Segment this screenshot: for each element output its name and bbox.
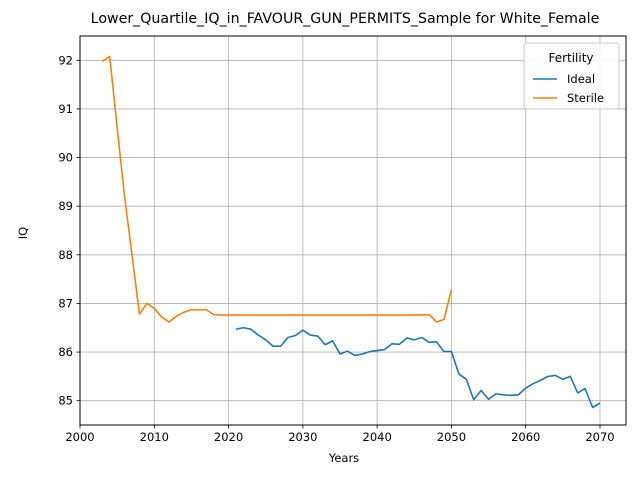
legend-label-ideal: Ideal (567, 72, 595, 86)
y-axis-label: IQ (16, 227, 30, 239)
y-tick-label: 90 (58, 151, 73, 165)
series-line-sterile (101, 55, 453, 323)
y-tick-label: 85 (58, 394, 73, 408)
x-axis: 2000 2010 2020 2030 2040 2050 2060 2070 (65, 425, 615, 444)
x-tick-label: 2010 (140, 430, 169, 444)
series-lines (101, 55, 601, 409)
x-tick-label: 2050 (437, 430, 466, 444)
x-tick-label: 2030 (288, 430, 317, 444)
y-tick-label: 92 (58, 53, 73, 67)
y-tick-label: 87 (58, 296, 73, 310)
legend: Fertility Ideal Sterile (523, 42, 620, 110)
plot-frame (79, 35, 627, 426)
x-tick-label: 2070 (585, 430, 614, 444)
x-tick-label: 2040 (363, 430, 392, 444)
y-tick-label: 91 (58, 102, 73, 116)
chart-title: Lower_Quartile_IQ_in_FAVOUR_GUN_PERMITS_… (91, 11, 600, 27)
x-tick-label: 2020 (214, 430, 243, 444)
y-tick-label: 88 (58, 248, 73, 262)
y-axis: 85 86 87 88 89 90 91 92 (58, 53, 80, 408)
x-tick-label: 2000 (65, 430, 94, 444)
grid (79, 36, 626, 425)
legend-label-sterile: Sterile (567, 91, 604, 105)
x-tick-label: 2060 (511, 430, 540, 444)
legend-box (523, 42, 620, 110)
y-tick-label: 89 (58, 199, 73, 213)
x-axis-label: Years (328, 451, 359, 465)
legend-title: Fertility (548, 51, 593, 65)
series-line-ideal (235, 326, 601, 409)
y-tick-label: 86 (58, 345, 73, 359)
